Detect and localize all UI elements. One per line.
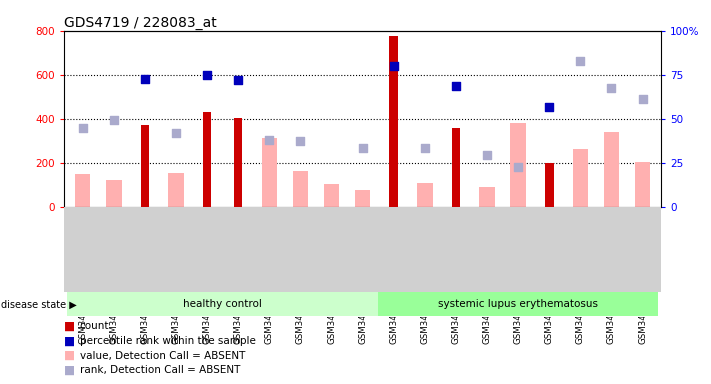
Point: [232, 77, 244, 83]
Point: [574, 58, 586, 64]
Point: [201, 72, 213, 78]
Text: GDS4719 / 228083_at: GDS4719 / 228083_at: [64, 16, 217, 30]
Bar: [451, 128, 460, 207]
Bar: [324, 184, 339, 207]
Text: value, Detection Call = ABSENT: value, Detection Call = ABSENT: [80, 351, 245, 361]
Bar: [67, 292, 378, 316]
Bar: [635, 162, 651, 207]
Point: [388, 63, 400, 69]
Bar: [390, 36, 398, 207]
Bar: [141, 124, 149, 207]
Point: [108, 117, 119, 123]
Text: percentile rank within the sample: percentile rank within the sample: [80, 336, 255, 346]
Bar: [417, 183, 432, 207]
Bar: [378, 292, 658, 316]
Point: [419, 145, 431, 151]
Bar: [75, 174, 90, 207]
Point: [77, 125, 88, 131]
Point: [513, 164, 524, 170]
Bar: [604, 132, 619, 207]
Bar: [545, 163, 554, 207]
Bar: [479, 187, 495, 207]
Bar: [106, 180, 122, 207]
Point: [139, 76, 151, 82]
Text: disease state ▶: disease state ▶: [1, 299, 77, 310]
Text: healthy control: healthy control: [183, 299, 262, 310]
Text: count: count: [80, 321, 109, 331]
Point: [450, 83, 461, 89]
Point: [606, 85, 617, 91]
Bar: [572, 149, 588, 207]
Text: rank, Detection Call = ABSENT: rank, Detection Call = ABSENT: [80, 365, 240, 375]
Text: ■: ■: [64, 364, 75, 377]
Point: [294, 138, 306, 144]
Text: systemic lupus erythematosus: systemic lupus erythematosus: [438, 299, 598, 310]
Point: [637, 96, 648, 102]
Text: ■: ■: [64, 349, 75, 362]
Bar: [510, 123, 526, 207]
Point: [543, 104, 555, 110]
Bar: [234, 118, 242, 207]
Bar: [203, 113, 211, 207]
Point: [170, 130, 181, 136]
Text: ■: ■: [64, 334, 75, 348]
Bar: [355, 190, 370, 207]
Point: [481, 152, 493, 159]
Bar: [293, 171, 308, 207]
Bar: [169, 173, 183, 207]
Text: ■: ■: [64, 320, 75, 333]
Bar: [262, 138, 277, 207]
Point: [264, 137, 275, 143]
Point: [357, 145, 368, 151]
